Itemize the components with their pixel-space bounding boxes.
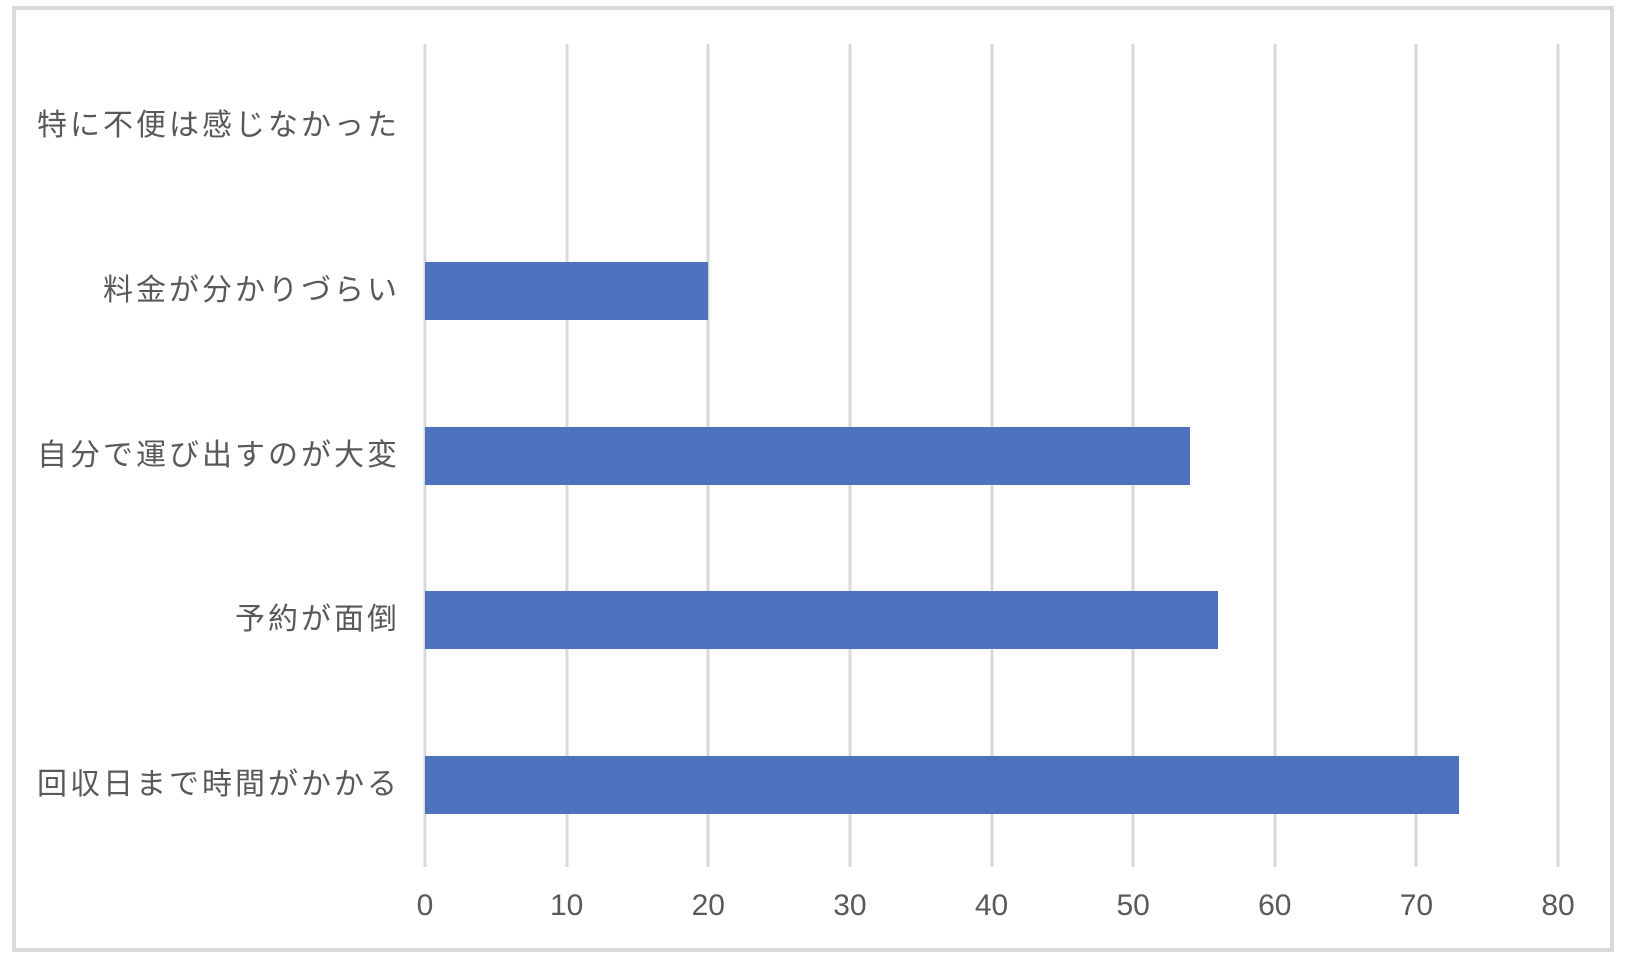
- x-axis-tick-label: 50: [1116, 889, 1150, 922]
- plot-area: [423, 44, 1560, 867]
- x-axis-tick-label: 60: [1258, 889, 1292, 922]
- gridline: [1414, 44, 1418, 867]
- category-label: 料金が分かりづらい: [103, 273, 400, 307]
- category-label: 特に不便は感じなかった: [37, 109, 400, 143]
- x-axis-tick-label: 30: [833, 889, 867, 922]
- x-axis-tick-label: 20: [691, 889, 725, 922]
- category-axis: 特に不便は感じなかった料金が分かりづらい自分で運び出すのが大変予約が面倒回収日ま…: [20, 44, 400, 867]
- bar: [425, 755, 1459, 814]
- value-axis: 0 10 20 30 40 50 60 70 80: [417, 888, 1575, 932]
- category-label: 回収日まで時間がかかる: [37, 767, 400, 801]
- x-axis-tick-label: 70: [1399, 889, 1434, 922]
- bar: [425, 261, 709, 320]
- bar: [425, 426, 1190, 485]
- category-label: 予約が面倒: [235, 603, 400, 637]
- bar: [425, 591, 1219, 650]
- gridline: [1273, 44, 1277, 867]
- category-label: 自分で運び出すのが大変: [37, 438, 400, 472]
- x-axis-tick-label: 0: [416, 889, 434, 922]
- gridline: [1556, 44, 1560, 867]
- x-axis-tick-label: 40: [974, 889, 1009, 922]
- x-axis-tick-label: 10: [549, 889, 584, 922]
- x-axis-tick-label: 80: [1541, 889, 1575, 922]
